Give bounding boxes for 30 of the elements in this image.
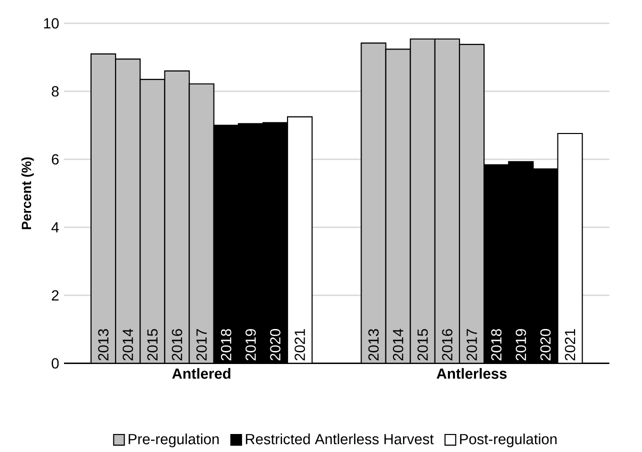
x-tick-label: 2018 — [220, 329, 232, 361]
y-tick-label: 0 — [52, 358, 59, 369]
legend-label: Restricted Antlerless Harvest — [246, 434, 434, 445]
x-tick-label: 2015 — [417, 329, 428, 361]
x-tick-label: 2021 — [564, 329, 576, 361]
x-tick-label: 2019 — [246, 329, 256, 361]
x-tick-label: 2014 — [392, 329, 404, 361]
x-tick-label: 2021 — [294, 329, 306, 361]
x-tick-label: 2014 — [122, 329, 134, 361]
y-tick-label: 4 — [51, 222, 59, 233]
x-tick-label: 2020 — [270, 329, 280, 361]
legend-label: Pre-regulation — [128, 434, 219, 448]
x-tick-label: 2013 — [98, 329, 108, 361]
x-tick-label: 2020 — [540, 329, 551, 361]
x-tick-label: 2013 — [368, 329, 379, 361]
legend-label: Post-regulation — [460, 434, 557, 448]
y-tick-label: 8 — [52, 86, 59, 97]
x-tick-label: 2019 — [516, 329, 526, 361]
text: Antlered — [172, 368, 230, 380]
y-axis-title: Percent (%) — [21, 158, 34, 230]
x-tick-label: 2016 — [442, 329, 452, 361]
y-tick-label: 10 — [44, 18, 59, 29]
y-tick-label: 6 — [52, 154, 59, 165]
x-tick-label: 2018 — [491, 329, 502, 361]
x-tick-label: 2017 — [466, 329, 477, 361]
text: Antlerless — [436, 368, 507, 380]
x-tick-label: 2016 — [172, 329, 182, 361]
y-tick-label: 2 — [52, 290, 59, 301]
x-tick-label: 2015 — [147, 329, 158, 361]
x-tick-label: 2017 — [196, 329, 207, 361]
